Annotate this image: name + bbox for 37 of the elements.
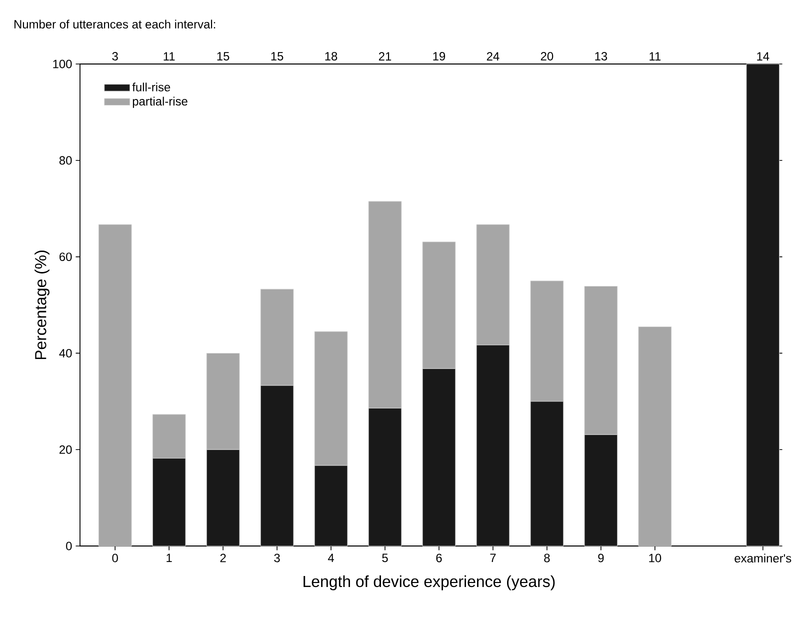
x-tick-label: 6 bbox=[436, 554, 442, 562]
text: 24 bbox=[486, 52, 500, 60]
y-tick-label: 0 bbox=[66, 542, 72, 550]
legend-label: full-rise bbox=[132, 82, 170, 92]
chart-title: Number of utterances at each interval: bbox=[14, 20, 216, 28]
text: 18 bbox=[325, 52, 338, 60]
y-tick-label: 80 bbox=[59, 156, 72, 165]
x-tick-label: 7 bbox=[490, 554, 496, 562]
text: 19 bbox=[433, 52, 446, 60]
x-tick-label: 3 bbox=[274, 554, 280, 562]
x-tick-label: 10 bbox=[649, 554, 662, 562]
text: 15 bbox=[271, 52, 284, 60]
y-tick-label: 40 bbox=[59, 348, 72, 358]
text: 21 bbox=[378, 52, 392, 60]
text: 20 bbox=[540, 52, 554, 60]
text: 13 bbox=[595, 52, 608, 60]
x-tick-label: 4 bbox=[328, 554, 334, 562]
y-axis-title: Percentage (%) bbox=[34, 250, 50, 360]
x-tick-label: 2 bbox=[220, 554, 226, 562]
text: 3 bbox=[112, 52, 118, 60]
x-tick-label: 8 bbox=[544, 554, 550, 562]
legend-label: partial-rise bbox=[132, 96, 188, 108]
text: 11 bbox=[650, 52, 661, 60]
y-tick-label: 20 bbox=[60, 445, 72, 454]
y-tick-label: 60 bbox=[60, 252, 72, 262]
text: 15 bbox=[217, 52, 230, 60]
bar bbox=[638, 326, 672, 546]
x-tick-label: 1 bbox=[166, 554, 172, 562]
x-axis-title: Length of device experience (years) bbox=[304, 575, 555, 590]
x-tick-label: 9 bbox=[598, 554, 604, 562]
bar bbox=[98, 224, 132, 546]
x-tick-label: examiner's bbox=[734, 554, 792, 563]
text: 11 bbox=[164, 52, 175, 60]
x-tick-label: 5 bbox=[382, 554, 388, 562]
x-tick-label: 0 bbox=[112, 554, 118, 562]
text: 14 bbox=[757, 52, 770, 60]
y-tick-label: 100 bbox=[53, 60, 72, 68]
